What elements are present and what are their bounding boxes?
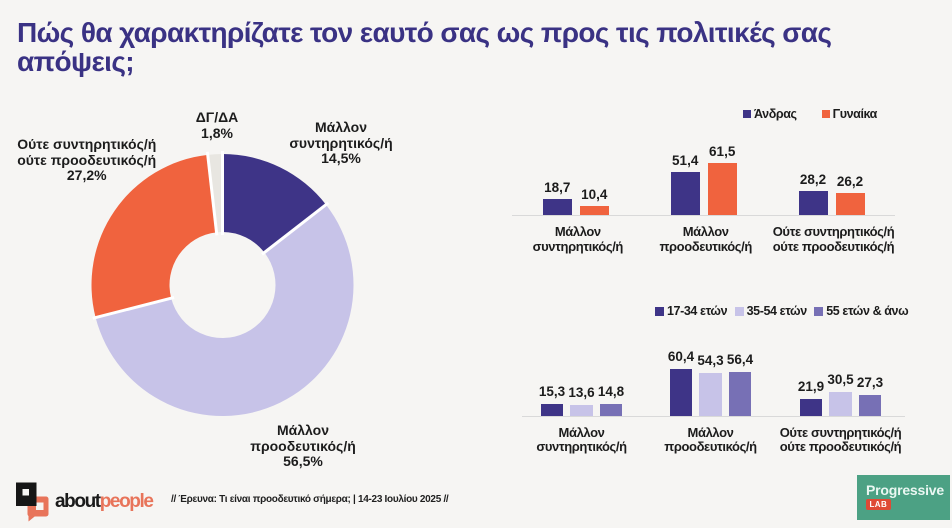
donut-label-4: ΔΓ/ΔΑ 1,8% [195,109,239,141]
bar-value-label: 15,3 [538,384,566,399]
legend-swatch [743,110,751,118]
legend-swatch [734,306,744,316]
bar-value-label: 28,2 [799,171,827,187]
speech-bubble-tail [28,515,37,522]
bar-value-label: 60,4 [667,349,695,364]
donut-slice-separator [92,295,175,320]
bar-17-34 ετών-3 [799,398,823,416]
bar-value-label: 10,4 [581,186,608,202]
brand-about: about [55,491,101,512]
bar-35-54 ετών-2 [699,372,722,416]
legend-entry: 17-34 ετών [655,304,728,318]
research-note: // Έρευνα: Τι είναι προοδευτικό σήμερα; … [171,494,449,505]
donut-label-3: Ούτε συντηρητικός/ή ούτε προοδευτικός/ή … [17,136,157,183]
donut-slice [207,154,223,233]
bar-value-label: 30,5 [827,372,854,387]
bar-value-label: 54,3 [697,353,724,368]
bar-value-label: 18,7 [544,179,571,195]
legend-entry: 35-54 ετών [734,304,808,318]
progressive-lab-logo: Progressive LAB [857,475,950,520]
bubble-hole [36,502,44,510]
bar-value-label: 51,4 [672,152,699,168]
bar-value-label: 13,6 [568,385,595,400]
aboutpeople-logo-icon [16,482,49,522]
bar-17-34 ετών-2 [669,368,693,416]
bar-value-label: 27,3 [856,375,884,390]
bar-Γυναίκα-1 [579,206,609,215]
bar-55 ετών & άνω-3 [858,394,882,416]
legend-label: 35-54 ετών [746,304,808,318]
bar-value-label: 61,5 [709,143,736,159]
donut-label-2: Μάλλον προοδευτικός/ή 56,5% [250,422,356,469]
bar-55 ετών & άνω-2 [728,371,752,416]
bar-Γυναίκα-2 [707,163,737,215]
page-title: Πώς θα χαρακτηρίζατε τον εαυτό σας ως πρ… [17,17,832,77]
bar-Άνδρας-2 [670,172,700,215]
brand-people: people [99,491,154,512]
category-label: Μάλλον προοδευτικός/ή [659,224,752,254]
legend-entry: Άνδρας [743,107,797,121]
legend-entry: 55 ετών & άνω [814,304,909,318]
legend-swatch [814,306,824,316]
legend-label: Γυναίκα [832,107,878,121]
legend-swatch [821,110,830,118]
aboutpeople-wordmark: aboutpeople [55,491,154,513]
bar-value-label: 26,2 [836,173,864,189]
donut-slice-separator [205,151,219,236]
legend-label: 17-34 ετών [667,304,728,318]
legend-swatch [655,306,664,316]
bar-Άνδρας-3 [798,191,828,215]
bar-35-54 ετών-3 [829,391,852,416]
bar-17-34 ετών-1 [540,403,564,416]
bar-Γυναίκα-3 [835,193,865,215]
category-label: Ούτε συντηρητικός/ή ούτε προοδευτικός/ή [779,424,902,454]
chart-legend: Άνδρας Γυναίκα [743,106,877,122]
progressive-name: Progressive [866,481,944,498]
bar-value-label: 21,9 [797,379,825,394]
category-label: Μάλλον συντηρητικός/ή [536,424,627,454]
square-hole [22,489,29,496]
legend-label: Άνδρας [754,107,797,121]
donut-slice-separator [261,201,330,256]
bar-value-label: 56,4 [726,352,754,367]
bar-value-label: 14,8 [597,384,625,399]
category-label: Ούτε συντηρητικός/ή ούτε προοδευτικός/ή [772,224,895,254]
donut-slice [222,154,327,253]
legend-entry: Γυναίκα [821,107,878,121]
chart-legend: 17-34 ετών 35-54 ετών 55 ετών & άνω [655,303,909,319]
bar-55 ετών & άνω-1 [599,403,623,416]
category-label: Μάλλον προοδευτικός/ή [664,424,757,454]
axis-baseline [512,215,895,216]
donut-label-1: Μάλλον συντηρητικός/ή 14,5% [289,119,393,166]
donut-slice [91,154,217,318]
bar-Άνδρας-1 [542,199,572,215]
donut-slice [95,204,354,417]
progressive-lab-badge: LAB [866,498,891,510]
axis-baseline [522,415,905,417]
legend-label: 55 ετών & άνω [826,304,909,318]
bar-35-54 ετών-1 [570,404,593,416]
category-label: Μάλλον συντηρητικός/ή [532,224,624,254]
